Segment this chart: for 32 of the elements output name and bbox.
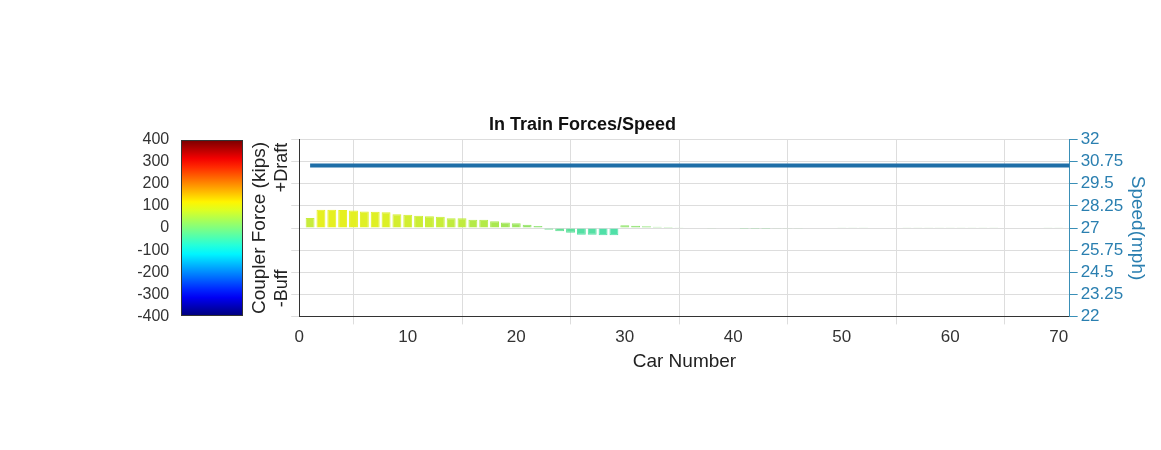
x-tick-label: 30 [615,327,635,347]
y2-tick-label: 27 [1080,217,1100,237]
x-tick-label: 20 [506,327,526,347]
y-axis-title: Coupler Force (kips) [247,141,269,315]
y-tick-label: -200 [137,262,170,280]
x-tick-label: 50 [832,327,852,347]
x-tick-label: 10 [398,327,418,347]
y2-tick-label: 30.75 [1080,151,1124,171]
x-tick-label: 60 [940,327,960,347]
x-tick-label: 70 [1049,327,1069,347]
y-tick-label: 200 [142,174,170,192]
text: -Buff [271,268,292,308]
chart-title: In Train Forces/Speed [488,113,677,134]
y2-tick-label: 28.25 [1080,195,1124,215]
y-tick-label: 0 [160,218,170,236]
y2-tick-label: 22 [1080,306,1100,326]
x-tick-label: 0 [294,327,304,347]
y2-tick-label: 23.25 [1080,283,1124,303]
y-tick-label: -400 [137,306,170,324]
y-tick-label: 100 [142,196,170,214]
y2-tick-label: 29.5 [1080,173,1114,193]
x-tick-label: 40 [723,327,743,347]
y2-tick-label: 24.5 [1080,261,1114,281]
y-tick-label: 400 [142,130,170,148]
y2-tick-label: 25.75 [1080,239,1124,259]
text: +Draft [271,142,292,193]
y-tick-label: -100 [137,240,170,258]
x-axis-title: Car Number [632,350,737,372]
y-tick-label: -300 [137,284,170,302]
y2-tick-label: 32 [1080,129,1100,149]
y2-axis-title: Speed(mph) [1128,175,1150,281]
y-tick-label: 300 [142,152,170,170]
